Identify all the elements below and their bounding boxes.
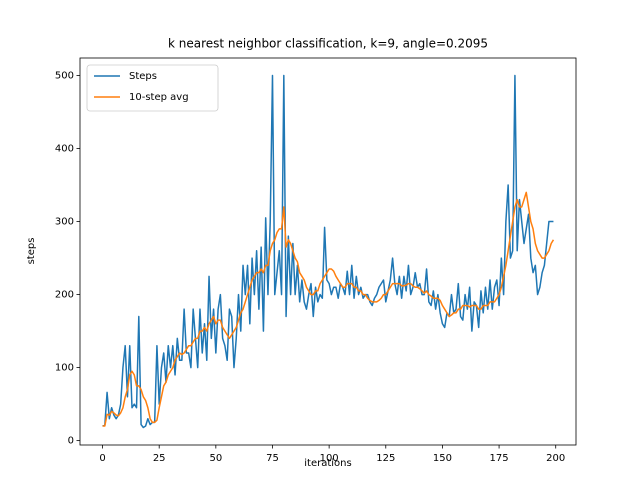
y-tick-label: 0	[68, 436, 74, 447]
x-tick-label: 150	[433, 453, 452, 464]
y-tick-label: 300	[55, 217, 74, 228]
x-tick-label: 175	[490, 453, 509, 464]
y-tick-label: 400	[55, 144, 74, 155]
y-tick-label: 500	[55, 71, 74, 82]
y-axis-label: steps	[26, 238, 37, 265]
x-tick-label: 125	[376, 453, 395, 464]
x-tick-label: 0	[99, 453, 105, 464]
legend-label: Steps	[129, 71, 157, 82]
x-tick-label: 50	[209, 453, 222, 464]
plot-frame	[79, 57, 577, 446]
y-tick-label: 100	[55, 363, 74, 374]
x-tick-label: 25	[153, 453, 166, 464]
data-line	[102, 191, 555, 427]
x-axis-label: iterations	[304, 458, 351, 469]
y-tick-label: 200	[55, 290, 74, 301]
x-tick-label: 100	[320, 453, 339, 464]
legend: Steps 10-step avg	[86, 64, 219, 112]
data-line	[102, 74, 554, 429]
chart-title: k nearest neighbor classification, k=9, …	[168, 37, 488, 51]
legend-label: 10-step avg	[129, 92, 189, 103]
x-tick-label: 75	[266, 453, 279, 464]
x-tick-label: 200	[546, 453, 565, 464]
